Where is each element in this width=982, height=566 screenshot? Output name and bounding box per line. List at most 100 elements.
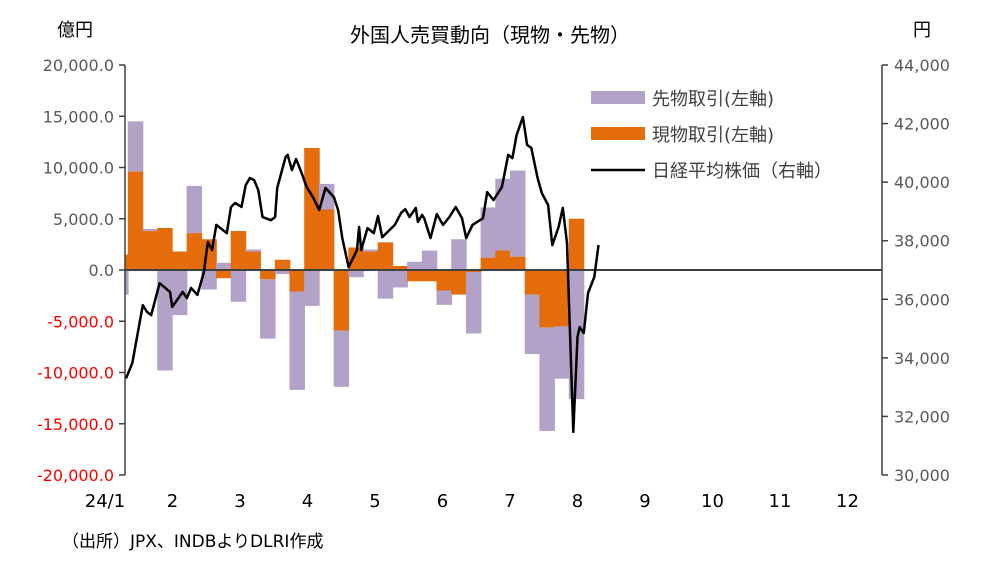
legend: 先物取引(左軸) 現物取引(左軸) 日経平均株価（右軸） [591,89,832,182]
futures-bar [157,270,173,371]
futures-bar [363,249,379,252]
futures-bar [524,294,541,355]
right-tick-label: 44,000 [894,56,950,75]
right-tick-label: 36,000 [894,290,950,309]
spot-bar [216,270,232,279]
futures-bar [348,270,364,278]
x-tick-label: 2 [167,491,178,512]
nikkei-line [124,115,600,434]
source-note: （出所）JPX、INDBよりDLRI作成 [62,532,323,552]
futures-bar [568,270,585,400]
x-tick-label: 9 [639,491,650,512]
spot-bar [392,265,408,270]
left-tick-label: 10,000.0 [43,159,114,178]
legend-label: 先物取引(左軸) [652,89,774,110]
left-tick-label: -15,000.0 [37,415,114,434]
legend-label: 日経平均株価（右軸） [652,161,832,182]
right-tick-label: 34,000 [894,349,950,368]
spot-bar [421,270,438,282]
spot-bar [539,270,555,328]
futures-bar [318,183,335,210]
futures-bar [480,207,497,258]
right-tick-label: 42,000 [894,115,950,134]
line-layer [124,115,600,434]
spot-bar [363,251,379,270]
spot-bar [230,231,247,270]
futures-bar [289,291,305,390]
futures-bar [495,178,511,251]
right-tick-label: 30,000 [894,466,950,485]
x-tick-label: 10 [701,491,724,512]
spot-bar [465,270,482,273]
futures-bar [230,270,247,302]
x-tick-label: 11 [769,491,792,512]
x-tick-label: 24/1 [85,491,125,512]
x-tick-label: 3 [234,491,245,512]
x-tick-label: 8 [572,491,583,512]
futures-bar [407,261,423,270]
spot-bar [245,251,261,270]
spot-bar [274,259,291,270]
spot-bar [318,209,335,270]
left-tick-label: -5,000.0 [47,312,114,331]
left-axis-unit: 億円 [57,20,93,41]
futures-bar [245,249,261,252]
x-tick-label: 4 [302,491,313,512]
futures-bar [201,270,217,290]
right-tick-label: 40,000 [894,173,950,192]
right-tick-label: 38,000 [894,232,950,251]
spot-bar [304,148,320,270]
spot-bar [127,171,144,270]
spot-bar [171,251,188,270]
x-tick-label: 5 [369,491,380,512]
futures-bar [216,262,232,270]
bars-layer [125,121,585,431]
futures-bar [274,270,291,275]
futures-bar [186,185,203,234]
left-tick-label: 0.0 [89,261,114,280]
futures-bar [377,270,394,299]
left-tick-label: 5,000.0 [53,210,114,229]
spot-bar [125,254,129,270]
futures-bar [392,270,408,288]
spot-bar [157,227,173,270]
spot-bar [186,233,203,270]
left-tick-label: 20,000.0 [43,56,114,75]
futures-bar [554,326,570,379]
spot-bar [142,231,158,270]
left-tick-label: -20,000.0 [37,466,114,485]
spot-bar [407,270,423,282]
futures-bar [465,272,482,334]
x-tick-label: 6 [437,491,448,512]
spot-bar [377,242,394,270]
spot-bar [510,256,526,270]
x-tick-label: 7 [504,491,515,512]
left-tick-label: -10,000.0 [37,364,114,383]
spot-bar [524,270,541,295]
futures-bar [125,270,129,295]
spot-bar [568,218,585,270]
futures-bar [510,170,526,257]
spot-bar [495,250,511,270]
spot-bar [554,270,570,327]
right-tick-label: 32,000 [894,407,950,426]
left-tick-label: 15,000.0 [43,107,114,126]
spot-bar [436,270,452,291]
futures-bar [333,330,350,387]
futures-bar [539,327,555,431]
legend-label: 現物取引(左軸) [652,125,774,146]
futures-bar [304,270,320,306]
spot-bar [333,270,350,331]
futures-bar [171,270,188,316]
chart-title: 外国人売買動向（現物・先物） [350,23,630,47]
legend-swatch [591,127,645,140]
futures-bar [421,250,438,270]
futures-bar [127,121,144,172]
futures-bar [142,229,158,232]
spot-bar [348,247,364,270]
x-tick-label: 12 [836,491,859,512]
spot-bar [260,270,276,280]
spot-bar [289,270,305,292]
futures-bar [436,290,452,305]
